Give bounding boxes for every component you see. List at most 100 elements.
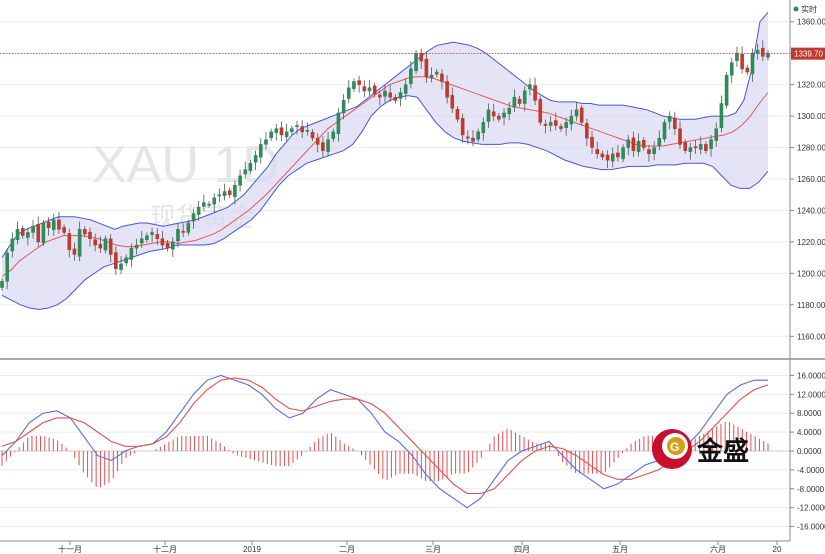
candle-up <box>512 96 517 108</box>
macd-tick-label: -16.0000 <box>797 523 825 532</box>
candle-down <box>310 131 315 139</box>
candle-up <box>766 52 770 58</box>
macd-tick-label: 12.0000 <box>797 390 825 399</box>
candle-down <box>378 94 382 98</box>
candle-up <box>134 244 139 249</box>
macd-dif-line <box>1 374 768 509</box>
candle-down <box>538 99 543 123</box>
time-tick-label: 三月 <box>425 545 441 554</box>
candle-down <box>491 111 496 117</box>
candle-up <box>341 100 346 114</box>
candle-down <box>683 142 687 151</box>
candle-down <box>595 149 600 155</box>
candle-up <box>434 71 439 75</box>
time-axis: 十一月 十二月 2019 二月 三月 四月 五月 六月 20 <box>58 541 782 554</box>
time-tick-label: 20 <box>773 545 782 554</box>
candle-up <box>269 131 273 139</box>
candle-down <box>46 221 51 229</box>
candle-up <box>176 229 180 242</box>
candle-up <box>10 238 15 252</box>
candle-up <box>403 84 408 94</box>
candle-down <box>693 146 698 149</box>
candle-up <box>352 81 356 89</box>
candle-up <box>626 139 631 148</box>
candle-down <box>300 126 304 133</box>
macd-tick-label: 4.0000 <box>797 428 822 437</box>
candle-down <box>533 85 537 101</box>
candle-down <box>553 120 558 126</box>
candle-up <box>367 87 372 92</box>
candle-up <box>217 194 222 197</box>
candle-up <box>507 107 512 115</box>
candle-down <box>678 128 682 145</box>
macd-lines <box>1 374 769 509</box>
candle-down <box>445 81 449 98</box>
candle-up <box>207 203 211 206</box>
candle-up <box>145 235 149 240</box>
bollinger-fill <box>2 12 768 310</box>
candle-up <box>481 122 486 134</box>
candle-up <box>26 232 30 238</box>
candle-down <box>114 252 118 269</box>
time-tick-label: 四月 <box>514 545 530 554</box>
candle-up <box>258 144 263 158</box>
price-tick-label: 1180.00 <box>797 301 825 310</box>
candle-up <box>662 122 667 140</box>
candle-down <box>579 107 584 123</box>
candle-up <box>528 84 532 90</box>
candle-down <box>585 123 589 139</box>
candle-down <box>72 248 77 255</box>
candle-up <box>610 153 615 162</box>
candle-down <box>357 80 361 85</box>
candle-up <box>119 263 123 270</box>
candle-down <box>362 86 367 92</box>
candle-up <box>253 155 258 163</box>
candle-up <box>139 238 144 244</box>
candle-down <box>67 233 72 251</box>
candle-down <box>36 224 41 243</box>
candle-down <box>388 92 392 98</box>
candle-down <box>155 234 160 240</box>
candle-down <box>20 228 25 236</box>
time-tick-label: 五月 <box>612 545 628 554</box>
candle-up <box>502 112 506 118</box>
price-tick-label: 1320.00 <box>797 81 825 90</box>
candle-up <box>51 219 56 230</box>
candle-up <box>129 247 134 260</box>
current-price-label: 1339.70 <box>794 50 823 59</box>
candle-up <box>724 74 729 106</box>
candle-up <box>331 131 336 139</box>
candle-down <box>631 137 636 151</box>
candle-up <box>719 103 724 128</box>
candle-up <box>243 169 248 175</box>
candle-up <box>688 147 693 152</box>
candle-down <box>497 115 501 120</box>
candle-up <box>522 90 527 104</box>
macd-tick-label: 0.0000 <box>797 447 822 456</box>
candle-down <box>440 73 444 82</box>
candle-up <box>346 87 351 99</box>
macd-tick-label: -4.0000 <box>797 466 825 475</box>
candle-up <box>290 128 294 133</box>
candle-down <box>393 96 398 101</box>
candle-down <box>590 136 594 148</box>
macd-tick-label: 8.0000 <box>797 409 822 418</box>
candle-down <box>616 152 620 158</box>
candle-up <box>569 115 574 125</box>
time-tick-label: 十一月 <box>58 544 82 554</box>
candle-down <box>455 108 460 120</box>
candle-up <box>698 144 703 150</box>
candle-up <box>750 52 755 75</box>
candle-up <box>233 185 237 197</box>
candle-up <box>222 191 227 196</box>
candle-up <box>735 52 739 61</box>
candle-up <box>709 139 713 150</box>
candle-up <box>574 109 579 117</box>
macd-tick-label: -12.0000 <box>797 504 825 513</box>
realtime-dot <box>793 6 799 12</box>
candle-down <box>641 140 646 148</box>
candle-down <box>181 230 185 233</box>
candle-up <box>41 222 46 244</box>
current-price-tag <box>791 47 825 60</box>
candle-up <box>755 49 760 54</box>
